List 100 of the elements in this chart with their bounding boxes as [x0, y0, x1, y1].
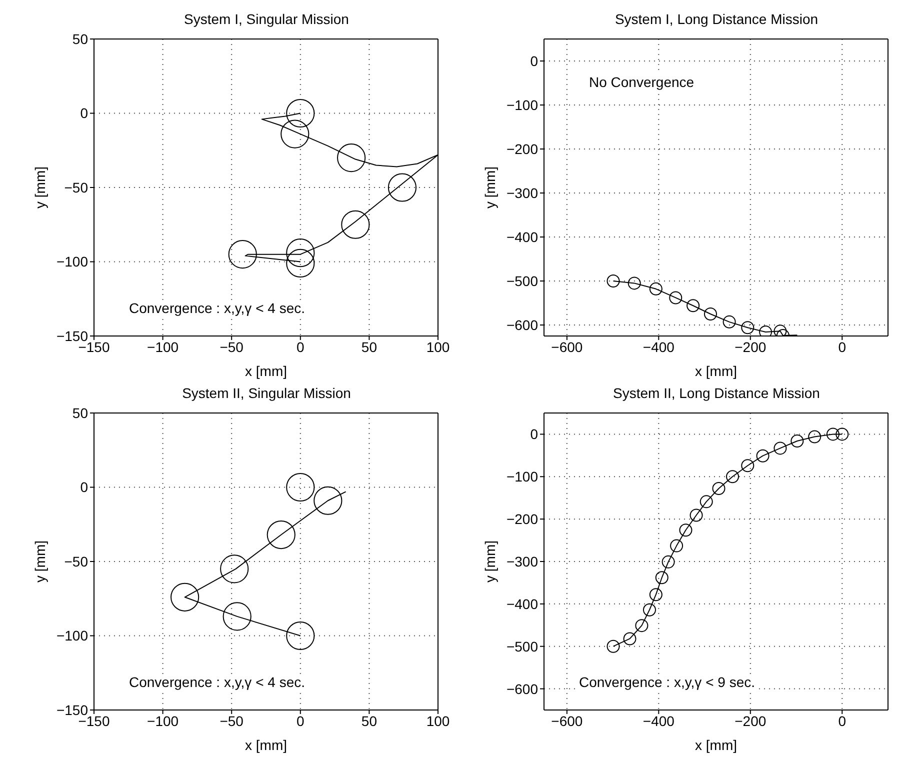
y-tick-label: 0 — [80, 105, 88, 122]
x-tick-label: −600 — [551, 712, 583, 729]
y-tick-label: 0 — [80, 479, 88, 496]
y-tick-label: −50 — [64, 553, 88, 570]
point — [337, 144, 366, 172]
point — [606, 274, 620, 288]
point — [642, 603, 656, 616]
point — [266, 520, 296, 550]
y-tick-label: −200 — [506, 140, 538, 157]
y-tick-label: −500 — [506, 272, 538, 289]
point — [690, 508, 703, 522]
y-axis-title: y [mm] — [482, 540, 498, 582]
x-axis-title: x [mm] — [245, 737, 287, 753]
x-tick-label: 0 — [296, 712, 304, 729]
point — [669, 291, 682, 304]
x-tick-label: 100 — [426, 338, 450, 355]
point — [741, 459, 754, 472]
point — [712, 482, 726, 496]
y-tick-label: 50 — [72, 404, 88, 421]
point — [635, 619, 648, 632]
annotation: Convergence : x,y,γ < 4 sec. — [129, 674, 305, 690]
point — [790, 434, 804, 448]
x-tick-label: −50 — [220, 338, 244, 355]
point — [700, 495, 713, 508]
point — [220, 554, 249, 584]
point — [286, 248, 315, 278]
chart-title: System I, Singular Mission — [183, 10, 350, 29]
x-tick-label: −50 — [220, 712, 244, 729]
point — [286, 621, 315, 650]
point — [286, 238, 315, 268]
x-axis-title: x [mm] — [695, 363, 737, 379]
x-tick-label: −200 — [734, 338, 766, 355]
annotation: Convergence : x,y,γ < 4 sec. — [129, 300, 305, 316]
point — [286, 98, 315, 128]
y-tick-label: 50 — [72, 30, 88, 47]
point — [826, 428, 840, 441]
point — [662, 555, 675, 568]
x-tick-label: −100 — [147, 712, 179, 729]
point — [756, 449, 770, 462]
point — [228, 240, 257, 269]
point — [670, 539, 684, 552]
y-tick-label: −300 — [506, 184, 538, 201]
y-tick-label: 0 — [530, 52, 538, 69]
point — [170, 582, 200, 612]
point — [628, 276, 641, 290]
chart-title: System II, Singular Mission — [181, 384, 352, 403]
point — [314, 486, 342, 515]
chart-title: System II, Long Distance Mission — [612, 384, 821, 403]
point — [286, 472, 315, 502]
y-tick-label: −500 — [506, 638, 538, 654]
point — [649, 282, 662, 296]
x-tick-label: 100 — [426, 712, 450, 729]
x-tick-label: −600 — [551, 338, 583, 355]
x-axis-title: x [mm] — [695, 737, 737, 753]
x-tick-label: 50 — [361, 712, 378, 729]
point — [722, 315, 736, 328]
chart-title: System I, Long Distance Mission — [614, 10, 820, 29]
point — [726, 470, 740, 484]
x-tick-label: −400 — [642, 712, 675, 729]
x-tick-label: −200 — [734, 712, 766, 729]
point — [836, 428, 849, 441]
point — [606, 640, 620, 653]
y-tick-label: −600 — [506, 680, 538, 697]
point — [623, 632, 636, 646]
y-tick-label: −50 — [64, 179, 88, 196]
point — [774, 442, 787, 455]
x-tick-label: −100 — [147, 338, 179, 355]
y-axis-title: y [mm] — [482, 166, 498, 208]
y-tick-label: 0 — [530, 426, 538, 442]
x-tick-label: 50 — [361, 338, 378, 355]
y-axis-title: y [mm] — [32, 540, 48, 582]
point — [388, 173, 417, 202]
y-axis-title: y [mm] — [32, 166, 48, 208]
x-tick-label: 0 — [296, 338, 304, 355]
y-tick-label: −100 — [56, 628, 88, 644]
y-tick-label: −600 — [506, 316, 538, 333]
point — [679, 524, 692, 537]
y-tick-label: −400 — [506, 596, 538, 612]
point — [222, 602, 252, 631]
annotation: Convergence : x,y,γ < 9 sec. — [579, 674, 755, 690]
point — [649, 588, 662, 602]
point — [280, 120, 310, 148]
y-tick-label: −300 — [506, 553, 538, 570]
point — [774, 324, 787, 336]
annotation: No Convergence — [589, 74, 694, 90]
point — [808, 430, 822, 444]
y-tick-label: −100 — [506, 468, 538, 485]
point — [686, 299, 700, 312]
x-tick-label: 0 — [838, 712, 846, 729]
point — [341, 210, 370, 239]
y-tick-label: −100 — [56, 254, 88, 270]
x-tick-label: 0 — [838, 338, 846, 355]
x-axis-title: x [mm] — [245, 363, 287, 379]
y-tick-label: −200 — [506, 511, 538, 528]
y-tick-label: −100 — [506, 96, 538, 113]
point — [741, 321, 754, 334]
y-tick-label: −400 — [506, 228, 538, 245]
point — [704, 308, 717, 320]
x-tick-label: −400 — [642, 338, 675, 355]
point — [655, 571, 668, 584]
